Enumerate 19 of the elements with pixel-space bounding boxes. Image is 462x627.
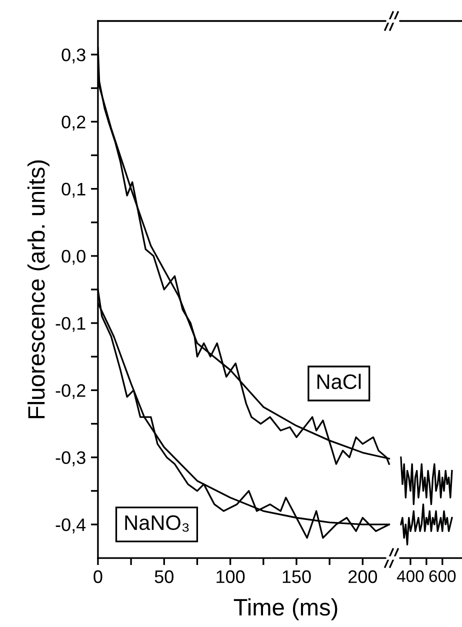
y-tick-label: -0,1 bbox=[56, 317, 86, 332]
y-tick-label: 0,0 bbox=[62, 250, 86, 265]
annotation: NaCl bbox=[317, 374, 361, 390]
y-tick-label: 0,2 bbox=[62, 116, 86, 131]
x-tick-label: 0 bbox=[94, 570, 102, 584]
y-tick-label: 0,3 bbox=[62, 48, 86, 64]
x-tick-label: 400 bbox=[396, 570, 424, 582]
x-axis-title: Time (ms) bbox=[234, 598, 338, 620]
y-tick-label: -0,3 bbox=[56, 451, 86, 466]
y-axis-title: Fluorescence (arb. units) bbox=[27, 160, 50, 418]
y-tick-label: 0,1 bbox=[62, 182, 86, 198]
x-tick-label: 100 bbox=[216, 570, 245, 584]
y-tick-label: -0,2 bbox=[56, 384, 86, 400]
y-tick-label: -0,4 bbox=[56, 518, 86, 534]
x-tick-label: 50 bbox=[154, 570, 174, 584]
x-tick-label: 200 bbox=[348, 570, 378, 584]
x-tick-label: 150 bbox=[282, 570, 311, 584]
x-tick-label: 600 bbox=[429, 570, 456, 582]
annotation: NaNO₃ bbox=[125, 515, 189, 532]
